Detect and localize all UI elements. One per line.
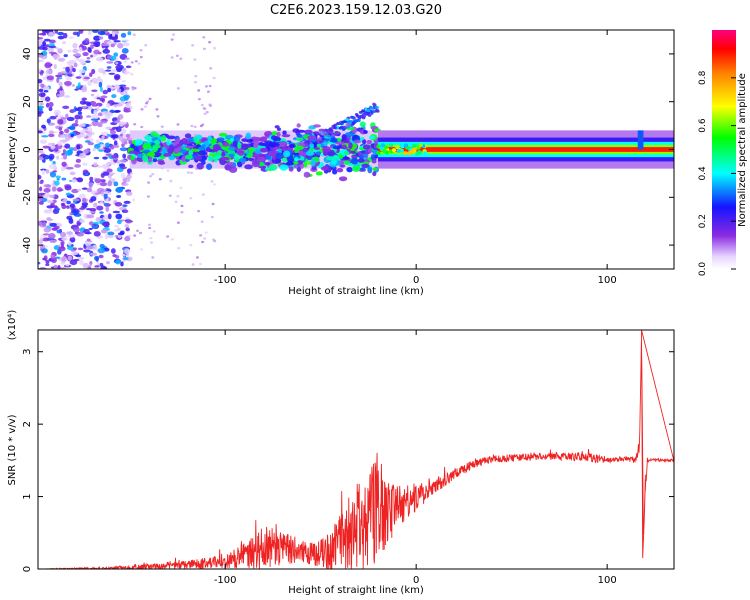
snr-x-tick-label: 100 (598, 575, 617, 586)
figure-title: C2E6.2023.159.12.03.G20 (270, 3, 442, 18)
snr-y-tick-label: 0 (22, 566, 33, 572)
colorbar-tick-label: 0.4 (698, 166, 708, 181)
spectrogram-x-axis-label: Height of straight line (km) (288, 286, 424, 297)
spectrogram-ticks: -100 0 100 -40 -20 0 20 40 (22, 30, 674, 286)
heat-narrow-tone (376, 130, 674, 169)
snr-series (38, 330, 674, 569)
colorbar-gradient (712, 30, 736, 269)
spectrogram-y-tick-label: -40 (22, 237, 33, 253)
colorbar: 0.0 0.2 0.4 0.6 0.8 Normalized spectral ampl… (698, 30, 748, 276)
spectrogram-x-tick-label: 100 (598, 275, 617, 286)
colorbar-tick-label: 0.8 (698, 70, 708, 85)
colorbar-label: Normalized spectral amplitude (737, 73, 748, 227)
spectrogram-y-tick-label: -20 (22, 189, 33, 205)
snr-line (38, 330, 674, 569)
snr-scale-label: (x10⁴) (7, 310, 18, 341)
heat-broadband-noise (38, 30, 217, 269)
spectrogram-y-tick-label: 40 (22, 48, 33, 61)
heat-scattered-energy (126, 120, 382, 182)
colorbar-tick-label: 0.6 (698, 118, 708, 133)
spectrogram-x-tick-label: -100 (214, 275, 237, 286)
spectrogram-x-tick-label: 0 (413, 275, 419, 286)
spectrogram-marks (38, 30, 674, 269)
colorbar-tick-label: 0.0 (698, 262, 708, 277)
snr-y-tick-label: 1 (22, 493, 33, 499)
snr-x-tick-label: 0 (413, 575, 419, 586)
snr-x-tick-label: -100 (214, 575, 237, 586)
snr-y-tick-label: 2 (22, 421, 33, 427)
snr-y-tick-label: 3 (22, 349, 33, 355)
spectrogram-y-axis-label: Frequency (Hz) (7, 112, 18, 188)
colorbar-ticks: 0.0 0.2 0.4 0.6 0.8 (698, 70, 736, 276)
snr-ticks: -100 0 100 0 1 2 3 (22, 330, 674, 586)
colorbar-tick-label: 0.2 (698, 214, 708, 228)
snr-frame (37, 329, 675, 570)
snr-panel: -100 0 100 0 1 2 3 Height of straight line (km… (7, 310, 675, 596)
spectrogram-y-tick-label: 20 (22, 95, 33, 108)
snr-x-axis-label: Height of straight line (km) (288, 585, 424, 596)
snr-y-axis-label: SNR (10 * v/v) (7, 414, 18, 485)
spectrogram-panel: -100 0 100 -40 -20 0 20 40 Height of straight l… (7, 29, 675, 297)
spectrogram-y-tick-label: 0 (22, 146, 33, 152)
heat-rising-streak (319, 102, 380, 143)
